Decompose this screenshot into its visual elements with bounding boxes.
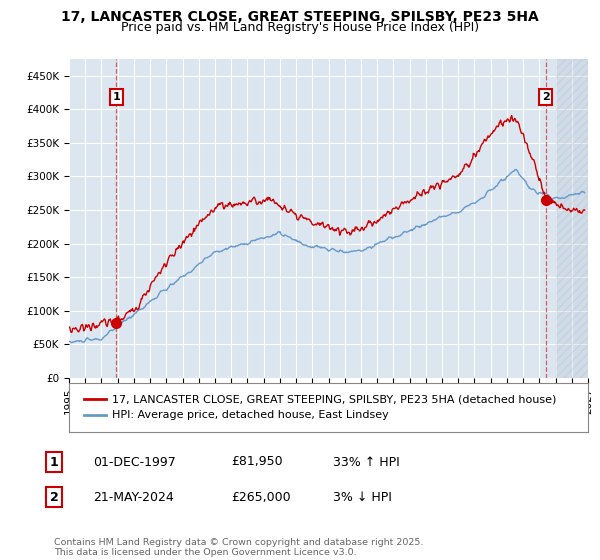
Text: £81,950: £81,950 (231, 455, 283, 469)
Text: 21-MAY-2024: 21-MAY-2024 (93, 491, 174, 504)
Text: 17, LANCASTER CLOSE, GREAT STEEPING, SPILSBY, PE23 5HA: 17, LANCASTER CLOSE, GREAT STEEPING, SPI… (61, 10, 539, 24)
Text: Contains HM Land Registry data © Crown copyright and database right 2025.
This d: Contains HM Land Registry data © Crown c… (54, 538, 424, 557)
Text: 33% ↑ HPI: 33% ↑ HPI (333, 455, 400, 469)
Text: 2: 2 (50, 491, 58, 504)
Bar (556, 59, 588, 378)
Text: £265,000: £265,000 (231, 491, 290, 504)
Legend: 17, LANCASTER CLOSE, GREAT STEEPING, SPILSBY, PE23 5HA (detached house), HPI: Av: 17, LANCASTER CLOSE, GREAT STEEPING, SPI… (80, 390, 561, 425)
Text: 2: 2 (542, 92, 550, 102)
Text: 1: 1 (50, 455, 58, 469)
Text: 01-DEC-1997: 01-DEC-1997 (93, 455, 176, 469)
Text: Price paid vs. HM Land Registry's House Price Index (HPI): Price paid vs. HM Land Registry's House … (121, 21, 479, 34)
Text: 3% ↓ HPI: 3% ↓ HPI (333, 491, 392, 504)
Text: 1: 1 (112, 92, 120, 102)
